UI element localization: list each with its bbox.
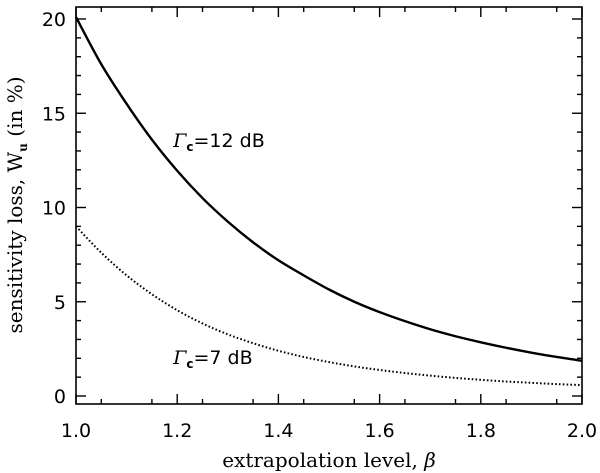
y-tick-label: 10 [42,198,66,220]
y-tick-label: 20 [42,9,66,31]
x-tick-label: 1.6 [364,420,394,442]
x-tick-label: 1.2 [162,420,192,442]
ticks-layer: 1.0 1.2 1.4 1.6 1.8 2.0 0 5 10 15 20 [42,7,597,442]
x-tick-label: 1.0 [61,420,91,442]
x-tick-label: 2.0 [567,420,597,442]
annotations-layer: Γc=12 dB Γc=7 dB [172,130,265,371]
x-tick-label: 1.4 [263,420,293,442]
series-layer [74,16,583,387]
series-line-2 [75,225,583,387]
series-annotation-2: Γc=7 dB [172,347,252,371]
x-axis-label: extrapolation level, β [222,448,436,472]
y-tick-label: 5 [54,292,66,314]
x-tick-label: 1.8 [466,420,496,442]
y-tick-label: 0 [54,386,66,408]
y-tick-label: 15 [42,103,66,125]
plot-frame [75,6,583,405]
y-axis-label: sensitivity loss, Wu (in %) [3,76,30,333]
series-annotation-1: Γc=12 dB [172,130,265,154]
series-line-1 [74,16,583,362]
